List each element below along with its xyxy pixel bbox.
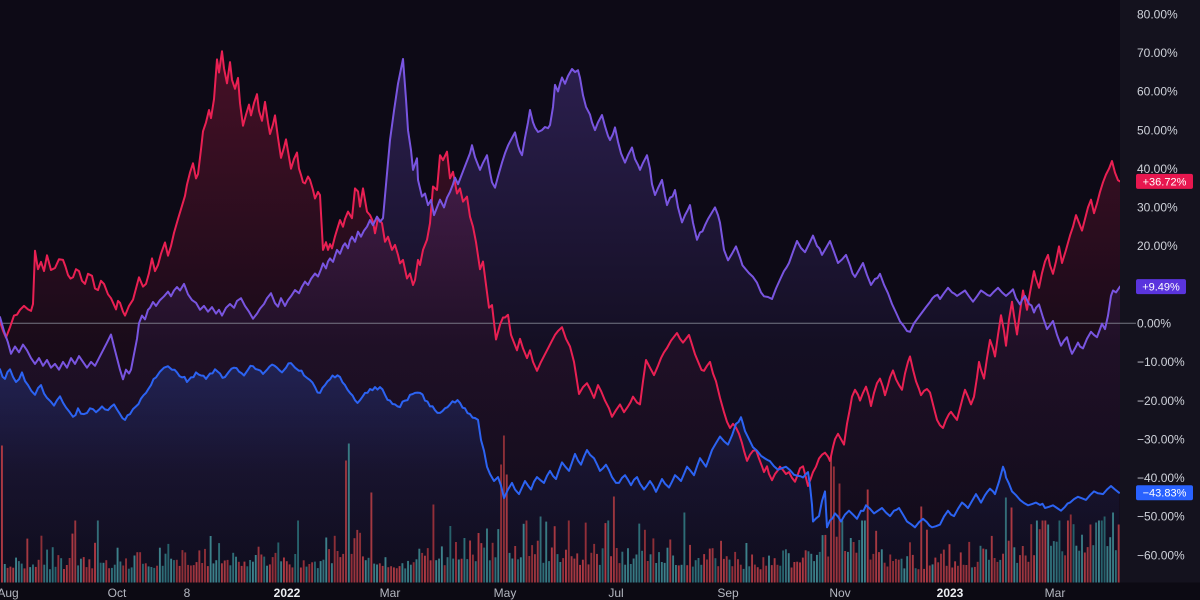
svg-text:Oct: Oct — [108, 586, 127, 600]
svg-text:60.00%: 60.00% — [1137, 85, 1178, 99]
svg-text:Jul: Jul — [608, 586, 623, 600]
svg-text:Aug: Aug — [0, 586, 19, 600]
svg-text:50.00%: 50.00% — [1137, 123, 1178, 137]
svg-text:−43.83%: −43.83% — [1143, 488, 1187, 500]
svg-text:2022: 2022 — [274, 586, 301, 600]
svg-text:May: May — [494, 586, 517, 600]
svg-text:2023: 2023 — [937, 586, 964, 600]
svg-text:Nov: Nov — [829, 586, 850, 600]
svg-text:Sep: Sep — [717, 586, 739, 600]
svg-text:40.00%: 40.00% — [1137, 162, 1178, 176]
svg-text:80.00%: 80.00% — [1137, 7, 1178, 21]
svg-text:−40.00%: −40.00% — [1137, 471, 1185, 485]
svg-text:8: 8 — [184, 586, 191, 600]
svg-text:20.00%: 20.00% — [1137, 239, 1178, 253]
svg-text:+9.49%: +9.49% — [1142, 282, 1180, 294]
svg-text:Mar: Mar — [380, 586, 401, 600]
svg-text:−50.00%: −50.00% — [1137, 510, 1185, 524]
svg-text:−20.00%: −20.00% — [1137, 394, 1185, 408]
svg-text:70.00%: 70.00% — [1137, 46, 1178, 60]
svg-text:+36.72%: +36.72% — [1143, 176, 1187, 188]
svg-text:Mar: Mar — [1045, 586, 1066, 600]
svg-text:−10.00%: −10.00% — [1137, 355, 1185, 369]
svg-text:−60.00%: −60.00% — [1137, 548, 1185, 562]
svg-text:0.00%: 0.00% — [1137, 317, 1171, 331]
svg-text:−30.00%: −30.00% — [1137, 432, 1185, 446]
svg-text:30.00%: 30.00% — [1137, 201, 1178, 215]
